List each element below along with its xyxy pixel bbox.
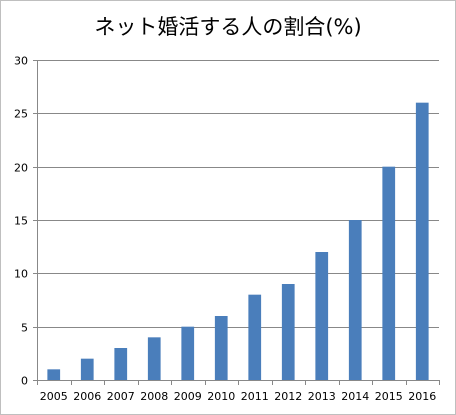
y-axis-ticks: 0 5 10 15 20 25 30 bbox=[14, 55, 28, 388]
x-tick-label-2011: 2011 bbox=[241, 390, 269, 403]
x-tick-label-2012: 2012 bbox=[274, 390, 302, 403]
bar-2011 bbox=[248, 294, 262, 380]
x-tick-label-2006: 2006 bbox=[73, 390, 101, 403]
bar-2012 bbox=[281, 284, 295, 380]
bar-2006 bbox=[80, 358, 94, 380]
axes bbox=[33, 60, 440, 385]
x-tick-label-2008: 2008 bbox=[140, 390, 168, 403]
x-tick-label-2009: 2009 bbox=[174, 390, 202, 403]
bar-2008 bbox=[147, 337, 161, 380]
x-tick-label-2010: 2010 bbox=[207, 390, 235, 403]
x-tick-label-2016: 2016 bbox=[408, 390, 436, 403]
grid-layer bbox=[37, 60, 439, 328]
bar-2009 bbox=[181, 326, 195, 380]
y-tick-label-20: 20 bbox=[14, 162, 28, 175]
x-tick-label-2014: 2014 bbox=[341, 390, 369, 403]
y-tick-label-5: 5 bbox=[21, 322, 28, 335]
bar-2007 bbox=[114, 348, 128, 380]
y-tick-label-10: 10 bbox=[14, 268, 28, 281]
x-axis-ticks: 2005 2006 2007 2008 2009 2010 2011 2012 2013 2014… bbox=[40, 390, 437, 403]
bar-2016 bbox=[415, 102, 429, 381]
bar-2010 bbox=[214, 316, 228, 380]
x-tick-label-2005: 2005 bbox=[40, 390, 68, 403]
y-tick-label-30: 30 bbox=[14, 55, 28, 68]
bar-series bbox=[47, 102, 429, 381]
bar-2013 bbox=[315, 252, 329, 380]
bar-2005 bbox=[47, 369, 61, 380]
y-tick-label-0: 0 bbox=[21, 375, 28, 388]
y-tick-label-15: 15 bbox=[14, 215, 28, 228]
x-tick-label-2015: 2015 bbox=[375, 390, 403, 403]
chart-title: ネット婚活する人の割合(%) bbox=[94, 15, 362, 39]
x-tick-label-2007: 2007 bbox=[107, 390, 135, 403]
x-tick-label-2013: 2013 bbox=[308, 390, 336, 403]
y-tick-label-25: 25 bbox=[14, 108, 28, 121]
bar-2015 bbox=[382, 166, 396, 380]
bar-2014 bbox=[348, 220, 362, 380]
